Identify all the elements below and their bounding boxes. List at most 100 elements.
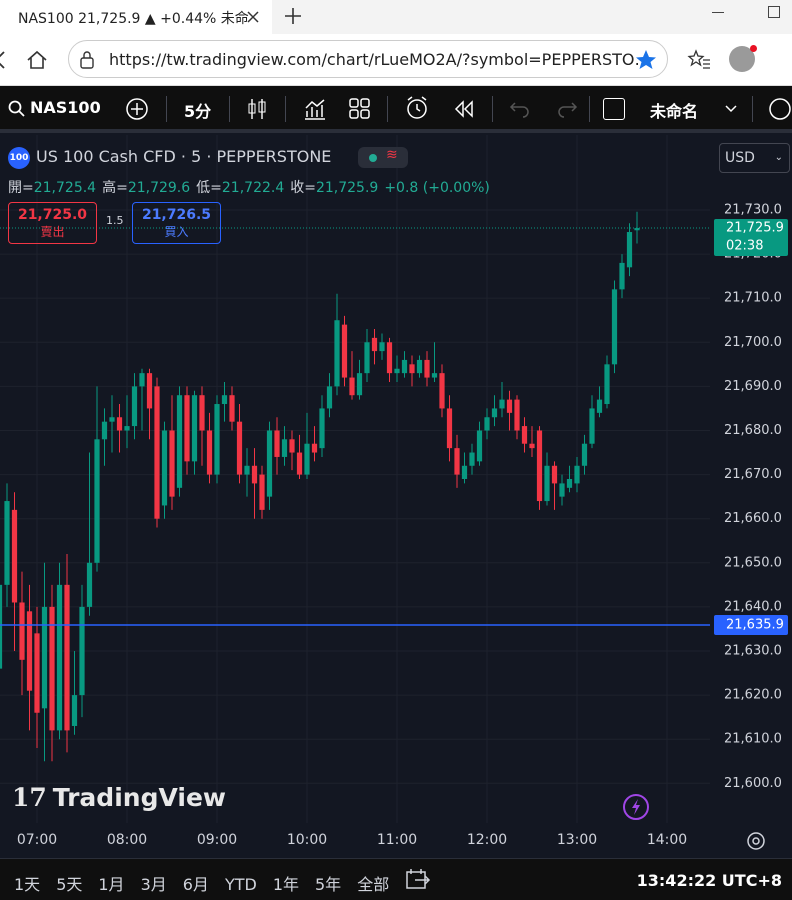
- candle-body: [341, 324, 348, 378]
- candle-body: [379, 342, 385, 352]
- separator: [752, 96, 753, 122]
- candle-body: [611, 289, 618, 365]
- replay[interactable]: [453, 99, 475, 119]
- url-field[interactable]: https://tw.tradingview.com/chart/rLueMO2…: [68, 40, 668, 78]
- settings[interactable]: [745, 830, 767, 852]
- currency: USD: [725, 150, 755, 166]
- candle-body: [176, 395, 183, 488]
- candle-body: [199, 395, 205, 431]
- candle-body: [86, 562, 93, 607]
- candle-body: [266, 430, 273, 497]
- compare[interactable]: [125, 97, 149, 121]
- candle-body: [476, 430, 483, 462]
- undo[interactable]: [509, 99, 531, 119]
- indicators[interactable]: [303, 97, 327, 121]
- separator: [166, 96, 167, 122]
- candle-body: [386, 342, 393, 374]
- candle-body: [356, 373, 363, 396]
- ohlc-label: 高=: [102, 180, 128, 196]
- candle-body: [394, 368, 400, 374]
- candle-body: [169, 430, 175, 497]
- candle-body: [289, 439, 295, 453]
- url: https://tw.tradingview.com/chart/rLueMO2…: [109, 50, 651, 69]
- minimize[interactable]: [712, 12, 724, 13]
- range-button[interactable]: 5天: [56, 875, 83, 894]
- candle-body: [296, 452, 303, 475]
- range-button[interactable]: 3月: [140, 875, 167, 894]
- candle-body: [461, 465, 468, 479]
- y-tick-label: 21,670.0: [724, 467, 782, 482]
- candle-body: [626, 232, 633, 268]
- range-button[interactable]: 1天: [14, 875, 41, 894]
- candle-body: [514, 399, 520, 431]
- candle-body: [326, 386, 333, 409]
- lock[interactable]: [79, 51, 95, 69]
- candle-body: [0, 584, 3, 669]
- search-icon[interactable]: [8, 100, 26, 118]
- x-tick-label: 13:00: [557, 832, 597, 848]
- candle-body: [589, 408, 595, 444]
- candle-body: [229, 395, 235, 422]
- lightning[interactable]: [622, 793, 650, 821]
- chart-style[interactable]: [247, 97, 267, 121]
- candle-body: [26, 611, 33, 691]
- y-tick-label: 21,730.0: [724, 202, 782, 217]
- range-button[interactable]: 1年: [272, 875, 299, 894]
- buy-button[interactable]: 21,726.5 買入: [132, 202, 221, 244]
- range-button[interactable]: YTD: [224, 875, 257, 894]
- tab-bar: NAS100 21,725.9 ▲ +0.44% 未命: [0, 0, 792, 34]
- candle-body: [311, 443, 318, 453]
- sell-button[interactable]: 21,725.0 賣出: [8, 202, 97, 244]
- new-tab[interactable]: [283, 6, 303, 26]
- symbol-logo: 100: [8, 147, 30, 169]
- quick-search[interactable]: [766, 96, 792, 122]
- candle-body: [146, 373, 153, 409]
- range-button[interactable]: 5年: [315, 875, 342, 894]
- range-button[interactable]: 6月: [182, 875, 209, 894]
- candle-body: [551, 465, 558, 484]
- watermark-text: TradingView: [52, 783, 226, 812]
- range-button[interactable]: 全部: [357, 875, 390, 894]
- tab[interactable]: NAS100 21,725.9 ▲ +0.44% 未命: [0, 0, 272, 34]
- candle-body: [94, 439, 100, 563]
- candle-body: [446, 408, 453, 449]
- candle-body: [259, 474, 265, 510]
- range-button[interactable]: 1月: [98, 875, 125, 894]
- candle-body: [604, 364, 610, 405]
- change: +0.8 (+0.00%): [384, 180, 490, 196]
- candle-body: [521, 426, 528, 444]
- market-status[interactable]: ≋: [358, 147, 408, 168]
- fullscreen[interactable]: [603, 98, 625, 120]
- currency-select[interactable]: USD ⌄: [719, 143, 790, 173]
- chart: 07:00 08:00 09:00 10:00 11:00 12:00 13:00 14:00…: [0, 133, 792, 858]
- interval[interactable]: 5分: [184, 102, 212, 121]
- home[interactable]: [26, 50, 48, 70]
- x-tick-label: 14:00: [647, 832, 687, 848]
- favorites[interactable]: [687, 49, 711, 71]
- candle-body: [454, 448, 460, 475]
- layout-name[interactable]: 未命名: [650, 102, 699, 121]
- alert[interactable]: [405, 96, 431, 122]
- candle-body: [559, 483, 565, 497]
- candle-body: [619, 262, 625, 290]
- favorite-star[interactable]: [635, 49, 657, 71]
- candle-body: [349, 377, 355, 396]
- goto-date[interactable]: [405, 868, 431, 892]
- y-tick-label: 21,640.0: [724, 599, 782, 614]
- layout-menu[interactable]: [724, 104, 738, 114]
- back[interactable]: [0, 50, 8, 70]
- candle-body: [71, 695, 78, 726]
- tab-close[interactable]: [245, 9, 261, 25]
- y-tick-label: 21,630.0: [724, 644, 782, 659]
- candle-body: [64, 584, 70, 731]
- candle-body: [251, 465, 258, 484]
- candle-body: [4, 501, 10, 585]
- y-tick-label: 21,700.0: [724, 335, 782, 350]
- redo[interactable]: [556, 99, 578, 119]
- layouts[interactable]: [348, 97, 372, 121]
- range-buttons: 1天 5天 1月 3月 6月 YTD 1年 5年 全部: [14, 871, 405, 895]
- symbol[interactable]: NAS100: [30, 98, 101, 117]
- separator: [387, 96, 388, 122]
- maximize[interactable]: [768, 6, 780, 18]
- candle-body: [34, 633, 40, 713]
